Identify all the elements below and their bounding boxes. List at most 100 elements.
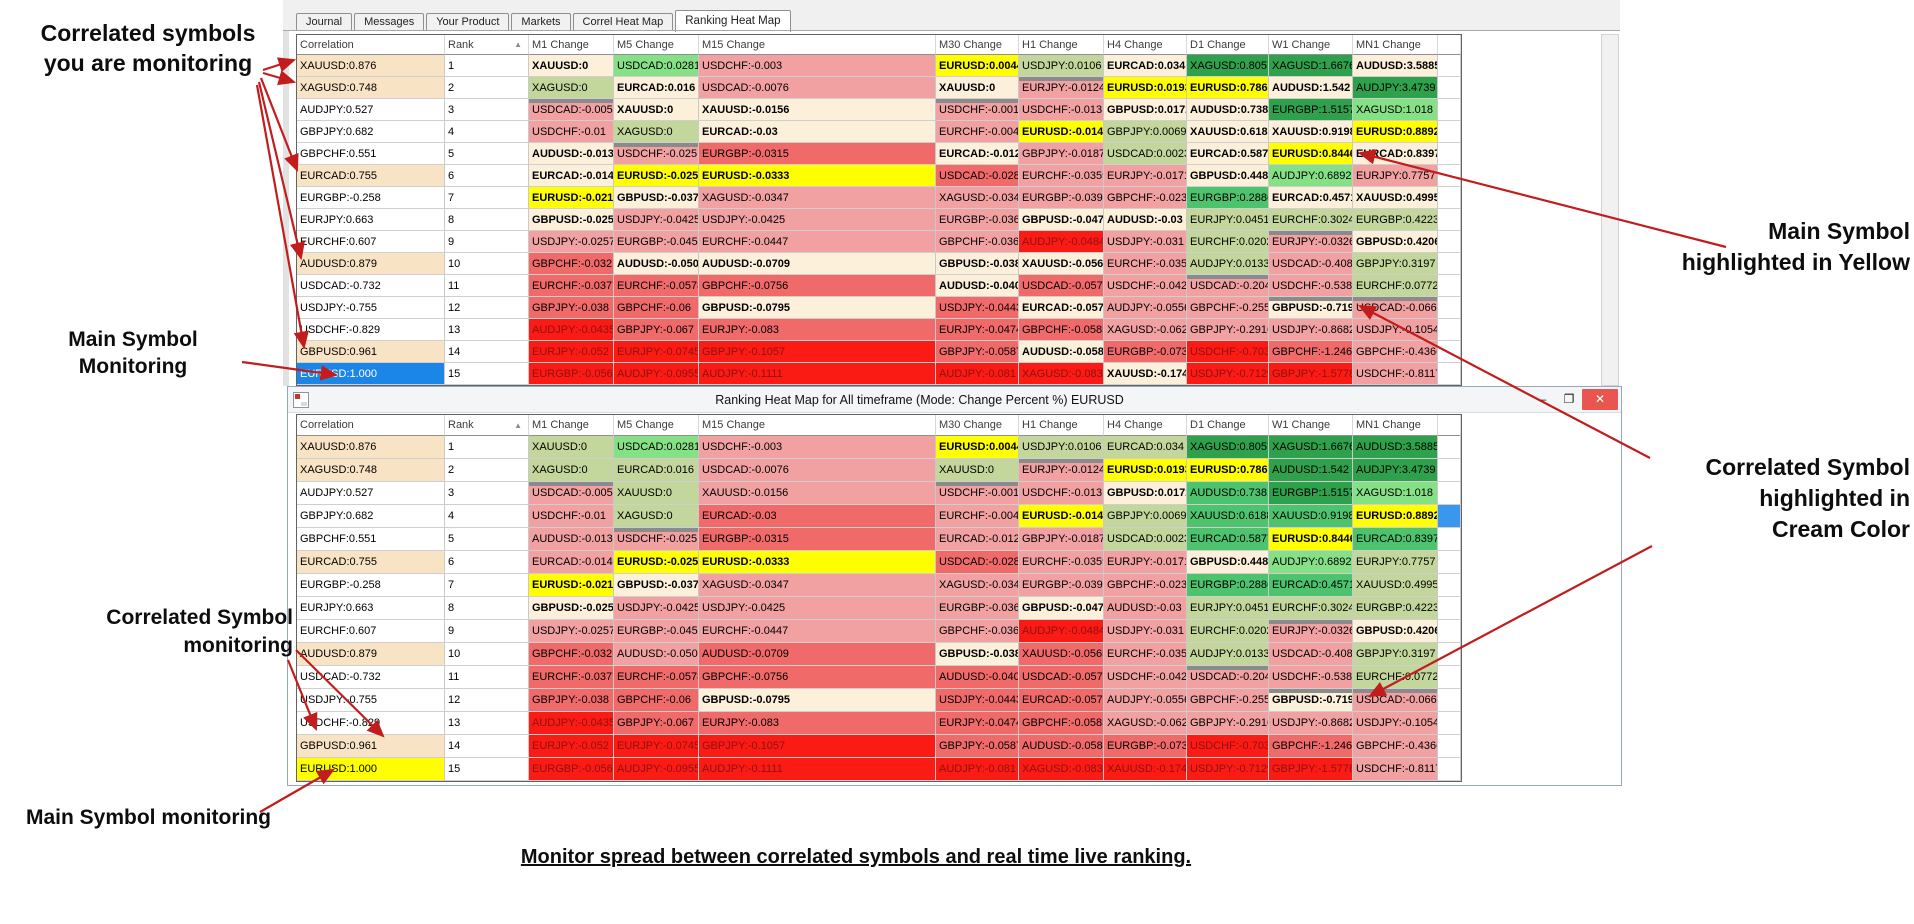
column-header-h4-change[interactable]: H4 Change: [1104, 35, 1187, 55]
heat-cell[interactable]: AUDJPY:-0.0435: [529, 712, 614, 735]
rank-cell[interactable]: 15: [445, 758, 529, 781]
heat-cell[interactable]: XAUUSD:0.9198: [1269, 121, 1353, 143]
rank-cell[interactable]: 8: [445, 597, 529, 620]
heat-cell[interactable]: XAUUSD:-0.0156: [699, 482, 936, 505]
heat-cell[interactable]: EURUSD:-0.0149: [1019, 121, 1104, 143]
heat-cell[interactable]: EURJPY:-0.0474: [936, 319, 1019, 341]
empty-cell[interactable]: [1438, 689, 1461, 712]
heat-cell[interactable]: EURGBP:0.2886: [1187, 187, 1269, 209]
heat-cell[interactable]: AUDUSD:3.5885: [1353, 55, 1438, 77]
heat-cell[interactable]: USDJPY:0.0106: [1019, 436, 1104, 459]
rank-cell[interactable]: 8: [445, 209, 529, 231]
column-header-d1-change[interactable]: D1 Change: [1187, 35, 1269, 55]
column-header-correlation[interactable]: Correlation: [297, 415, 445, 436]
heat-cell[interactable]: EURCHF:0.0772: [1353, 275, 1438, 297]
heat-cell[interactable]: XAUUSD:0.4995: [1353, 187, 1438, 209]
column-header-m1-change[interactable]: M1 Change: [529, 35, 614, 55]
rank-cell[interactable]: 5: [445, 528, 529, 551]
heat-cell[interactable]: GBPUSD:-0.0795: [699, 689, 936, 712]
heat-cell[interactable]: USDJPY:-0.0443: [936, 689, 1019, 712]
heat-cell[interactable]: EURGBP:-0.036: [936, 209, 1019, 231]
heat-cell[interactable]: AUDJPY:0.6892: [1269, 551, 1353, 574]
heat-cell[interactable]: XAUUSD:-0.0565: [1019, 643, 1104, 666]
heat-cell[interactable]: USDCAD:-0.0076: [699, 77, 936, 99]
empty-cell[interactable]: [1438, 459, 1461, 482]
heat-cell[interactable]: USDCAD:-0.0053: [529, 99, 614, 121]
heat-cell[interactable]: AUDUSD:-0.0136: [529, 528, 614, 551]
heat-cell[interactable]: USDJPY:-0.031: [1104, 231, 1187, 253]
heat-cell[interactable]: EURJPY:-0.0745: [614, 341, 699, 363]
window-titlebar[interactable]: Ranking Heat Map for All timeframe (Mode…: [288, 387, 1621, 413]
heat-cell[interactable]: AUDJPY:-0.0484: [1019, 231, 1104, 253]
heat-cell[interactable]: EURUSD:0.8446: [1269, 143, 1353, 165]
heat-cell[interactable]: AUDUSD:-0.03: [1104, 597, 1187, 620]
heat-cell[interactable]: GBPCHF:-0.032: [529, 253, 614, 275]
heat-cell[interactable]: GBPUSD:0.0172: [1104, 482, 1187, 505]
heat-cell[interactable]: USDCHF:-0.5383: [1269, 275, 1353, 297]
heat-cell[interactable]: EURCHF:0.3024: [1269, 209, 1353, 231]
heat-cell[interactable]: USDJPY:-0.7129: [1187, 363, 1269, 385]
heat-cell[interactable]: AUDJPY:-0.0955: [614, 758, 699, 781]
heat-cell[interactable]: EURCHF:0.3024: [1269, 597, 1353, 620]
correlation-cell[interactable]: AUDJPY:0.527: [297, 99, 445, 121]
heat-cell[interactable]: GBPJPY:-0.038: [529, 689, 614, 712]
correlation-cell[interactable]: AUDJPY:0.527: [297, 482, 445, 505]
heat-cell[interactable]: XAUUSD:0.6188: [1187, 505, 1269, 528]
column-header-m30-change[interactable]: M30 Change: [936, 415, 1019, 436]
heat-cell[interactable]: EURCAD:-0.03: [699, 505, 936, 528]
rank-cell[interactable]: 10: [445, 643, 529, 666]
heat-cell[interactable]: GBPUSD:-0.7193: [1269, 689, 1353, 712]
heat-cell[interactable]: USDCAD:-0.2049: [1187, 275, 1269, 297]
heat-cell[interactable]: EURCHF:-0.0377: [529, 275, 614, 297]
heat-cell[interactable]: EURCAD:0.034: [1104, 436, 1187, 459]
correlation-cell[interactable]: AUDUSD:0.879: [297, 643, 445, 666]
heat-cell[interactable]: XAGUSD:-0.0347: [699, 187, 936, 209]
empty-cell[interactable]: [1438, 231, 1461, 253]
heat-cell[interactable]: XAGUSD:0: [529, 77, 614, 99]
empty-cell[interactable]: [1438, 666, 1461, 689]
heat-cell[interactable]: EURJPY:-0.0171: [1104, 551, 1187, 574]
heat-cell[interactable]: USDJPY:-0.0257: [529, 620, 614, 643]
heat-cell[interactable]: AUDUSD:1.542: [1269, 459, 1353, 482]
empty-cell[interactable]: [1438, 643, 1461, 666]
heat-cell[interactable]: GBPCHF:-0.0585: [1019, 319, 1104, 341]
heat-cell[interactable]: USDCAD:-0.0661: [1353, 689, 1438, 712]
heat-cell[interactable]: GBPCHF:-0.0234: [1104, 187, 1187, 209]
heat-cell[interactable]: EURJPY:0.7757: [1353, 165, 1438, 187]
heat-cell[interactable]: AUDUSD:0.7381: [1187, 99, 1269, 121]
correlation-cell[interactable]: XAUUSD:0.876: [297, 55, 445, 77]
heat-cell[interactable]: XAGUSD:-0.0347: [936, 574, 1019, 597]
rank-cell[interactable]: 9: [445, 620, 529, 643]
heat-cell[interactable]: EURUSD:0.0044: [936, 55, 1019, 77]
heat-cell[interactable]: XAGUSD:1.018: [1353, 99, 1438, 121]
heat-cell[interactable]: AUDJPY:0.6892: [1269, 165, 1353, 187]
heat-cell[interactable]: USDCAD:-0.057: [1019, 666, 1104, 689]
heat-cell[interactable]: EURUSD:0.7868: [1187, 77, 1269, 99]
heat-cell[interactable]: USDJPY:-0.0425: [614, 597, 699, 620]
heat-cell[interactable]: USDCAD:-0.0053: [529, 482, 614, 505]
empty-cell[interactable]: [1438, 143, 1461, 165]
empty-cell[interactable]: [1438, 574, 1461, 597]
column-header-h1-change[interactable]: H1 Change: [1019, 35, 1104, 55]
heat-cell[interactable]: USDJPY:0.0106: [1019, 55, 1104, 77]
heat-cell[interactable]: AUDUSD:1.542: [1269, 77, 1353, 99]
rank-cell[interactable]: 2: [445, 77, 529, 99]
empty-cell[interactable]: [1438, 551, 1461, 574]
tab-messages[interactable]: Messages: [354, 13, 425, 31]
heat-cell[interactable]: EURCHF:-0.0578: [614, 275, 699, 297]
heat-cell[interactable]: EURUSD:-0.021: [529, 574, 614, 597]
heat-cell[interactable]: GBPCHF:-0.06: [614, 297, 699, 319]
heat-cell[interactable]: AUDUSD:-0.0586: [1019, 735, 1104, 758]
rank-cell[interactable]: 12: [445, 297, 529, 319]
correlation-cell[interactable]: XAGUSD:0.748: [297, 77, 445, 99]
tab-correl-heat-map[interactable]: Correl Heat Map: [572, 13, 674, 31]
correlation-cell[interactable]: GBPJPY:0.682: [297, 505, 445, 528]
heat-cell[interactable]: EURJPY:-0.0124: [1019, 459, 1104, 482]
heat-cell[interactable]: EURCAD:0.5877: [1187, 528, 1269, 551]
heat-cell[interactable]: GBPJPY:-0.067: [614, 712, 699, 735]
heat-cell[interactable]: AUDUSD:-0.0709: [699, 643, 936, 666]
heat-cell[interactable]: EURCHF:-0.0447: [699, 231, 936, 253]
heat-cell[interactable]: EURCHF:-0.0359: [1019, 551, 1104, 574]
heat-cell[interactable]: GBPUSD:-0.0382: [936, 643, 1019, 666]
correlation-cell[interactable]: GBPCHF:0.551: [297, 143, 445, 165]
